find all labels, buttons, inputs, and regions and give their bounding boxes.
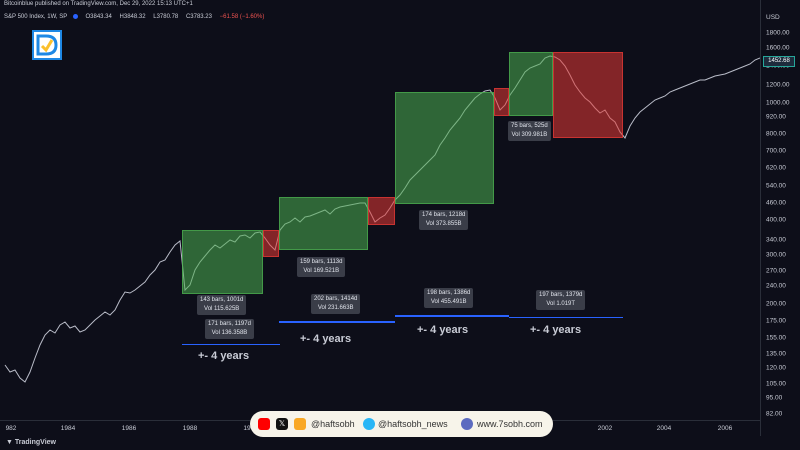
- tradingview-brand: TradingView: [14, 439, 56, 446]
- info-box-vol: Vol 115.625B: [204, 306, 240, 312]
- price-label: 175.00: [766, 317, 786, 325]
- ohlc-close: C3783.23: [185, 14, 212, 20]
- info-box-bars: 159 bars, 1113d: [300, 259, 343, 265]
- info-box-bars: 202 bars, 1414d: [314, 296, 358, 302]
- tradingview-logo[interactable]: ▼ TradingView: [6, 439, 56, 446]
- youtube-icon[interactable]: [258, 418, 270, 430]
- info-box-2: 171 bars, 1197d Vol 136.358B: [205, 319, 254, 339]
- ohlc-low: L3780.78: [153, 14, 179, 20]
- price-label: 1000.00: [766, 99, 790, 107]
- price-label: 135.00: [766, 350, 786, 358]
- bull-range-1[interactable]: [182, 230, 263, 294]
- price-label: 200.00: [766, 300, 786, 308]
- tradingview-icon: ▼: [6, 439, 13, 446]
- price-label: 340.00: [766, 236, 786, 244]
- bear-range-2[interactable]: [368, 197, 395, 225]
- price-label: 800.00: [766, 130, 786, 138]
- range-line-1[interactable]: [182, 344, 280, 345]
- price-label: 1800.00: [766, 29, 790, 37]
- price-label: 460.00: [766, 199, 786, 207]
- info-box-vol: Vol 373.855B: [425, 221, 462, 227]
- channel-logo: [32, 30, 62, 60]
- time-label: 2002: [597, 425, 613, 432]
- info-box-vol: Vol 309.981B: [511, 132, 548, 138]
- price-label: 620.00: [766, 164, 786, 172]
- symbol-row: S&P 500 Index, 1W, SP O3843.34 H3848.32 …: [4, 12, 264, 22]
- info-box-vol: Vol 136.358B: [211, 330, 248, 336]
- time-label: 1984: [60, 425, 76, 432]
- price-label: 300.00: [766, 251, 786, 259]
- price-label: 1600.00: [766, 44, 790, 52]
- range-line-4[interactable]: [509, 317, 623, 318]
- price-label: 155.00: [766, 334, 786, 342]
- info-box-5: 174 bars, 1218d Vol 373.855B: [419, 210, 469, 230]
- price-label: 920.00: [766, 113, 786, 121]
- social-handle[interactable]: @haftsobh: [311, 419, 355, 429]
- info-box-1: 143 bars, 1001d Vol 115.625B: [197, 295, 247, 315]
- price-label: 120.00: [766, 364, 786, 372]
- bear-range-1[interactable]: [263, 230, 279, 257]
- four-years-label-3: +- 4 years: [417, 324, 469, 336]
- time-label: 1986: [121, 425, 137, 432]
- price-label: 82.00: [766, 410, 783, 418]
- telegram-icon[interactable]: [363, 418, 375, 430]
- bull-range-4[interactable]: [509, 52, 553, 116]
- info-box-3: 159 bars, 1113d Vol 169.521B: [297, 257, 346, 277]
- price-label: 540.00: [766, 182, 786, 190]
- info-box-bars: 75 bars, 525d: [511, 123, 548, 129]
- range-line-2[interactable]: [279, 321, 395, 323]
- info-box-vol: Vol 169.521B: [303, 268, 340, 274]
- time-label: 1988: [182, 425, 198, 432]
- four-years-label-4: +- 4 years: [530, 324, 582, 336]
- bottom-bar: [0, 436, 800, 450]
- four-years-label-2: +- 4 years: [300, 333, 352, 345]
- info-box-7: 75 bars, 525d Vol 309.981B: [508, 121, 551, 141]
- four-years-label-1: +- 4 years: [198, 350, 250, 362]
- currency-label: USD: [766, 14, 780, 21]
- info-box-bars: 198 bars, 1386d: [427, 290, 471, 296]
- info-box-6: 198 bars, 1386d Vol 455.491B: [424, 288, 474, 308]
- globe-icon[interactable]: [461, 418, 473, 430]
- time-label: 982: [5, 425, 17, 432]
- status-dot-icon: [72, 13, 78, 19]
- info-box-vol: Vol 455.491B: [430, 299, 467, 305]
- bear-range-3[interactable]: [494, 88, 509, 116]
- price-label: 1200.00: [766, 81, 790, 89]
- bull-range-3[interactable]: [395, 92, 494, 204]
- symbol-name[interactable]: S&P 500 Index, 1W, SP: [4, 14, 68, 20]
- time-label: 2004: [656, 425, 672, 432]
- info-box-bars: 171 bars, 1197d: [208, 321, 251, 327]
- current-price-tag: 1452.68: [763, 56, 795, 67]
- info-box-4: 202 bars, 1414d Vol 231.663B: [311, 294, 361, 314]
- instagram-icon[interactable]: [294, 418, 306, 430]
- price-label: 400.00: [766, 216, 786, 224]
- info-box-vol: Vol 231.663B: [317, 305, 354, 311]
- bull-range-2[interactable]: [279, 197, 368, 250]
- x-twitter-icon[interactable]: 𝕏: [276, 418, 288, 430]
- info-box-bars: 143 bars, 1001d: [200, 297, 244, 303]
- range-line-3[interactable]: [395, 315, 509, 317]
- info-box-8: 197 bars, 1379d Vol 1.019T: [536, 290, 586, 310]
- time-label: 2006: [717, 425, 733, 432]
- telegram-handle[interactable]: @haftsobh_news: [378, 419, 448, 429]
- time-label: 19: [243, 425, 251, 432]
- price-label: 105.00: [766, 380, 786, 388]
- website-link[interactable]: www.7sobh.com: [477, 419, 543, 429]
- published-header: Bitcoinblue published on TradingView.com…: [0, 0, 800, 9]
- info-box-vol: Vol 1.019T: [546, 301, 576, 307]
- price-label: 700.00: [766, 147, 786, 155]
- info-box-bars: 197 bars, 1379d: [539, 292, 583, 298]
- bear-range-4[interactable]: [553, 52, 623, 138]
- ohlc-change: −61.58 (−1.60%): [219, 14, 265, 20]
- ohlc-open: O3843.34: [85, 14, 112, 20]
- ohlc-high: H3848.32: [119, 14, 146, 20]
- price-scale[interactable]: [760, 0, 800, 450]
- price-label: 270.00: [766, 267, 786, 275]
- price-label: 240.00: [766, 282, 786, 290]
- price-label: 95.00: [766, 394, 783, 402]
- info-box-bars: 174 bars, 1218d: [422, 212, 466, 218]
